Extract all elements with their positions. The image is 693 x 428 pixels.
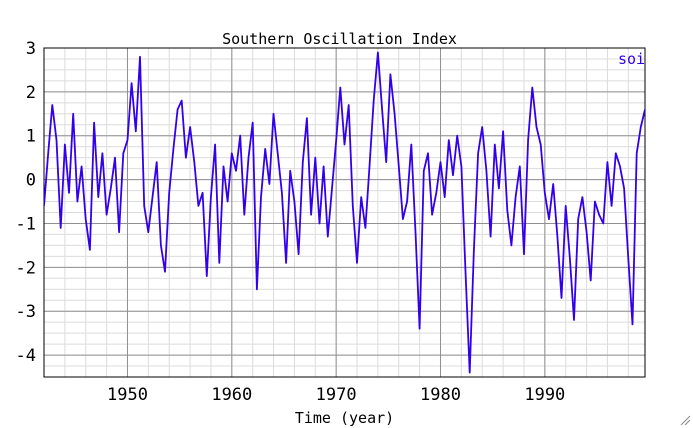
resize-grip-icon[interactable] <box>679 414 691 426</box>
y-tick-label: -4 <box>16 346 36 366</box>
y-tick-label: -2 <box>16 258 36 278</box>
x-axis-title: Time (year) <box>295 409 394 427</box>
y-tick-label: -3 <box>16 302 36 322</box>
legend-entry-soi: soi <box>618 50 645 68</box>
x-tick-label: 1980 <box>420 385 461 405</box>
x-tick-label: 1960 <box>211 385 252 405</box>
x-tick-label: 1990 <box>524 385 565 405</box>
x-tick-label: 1950 <box>107 385 148 405</box>
y-tick-label: -1 <box>16 214 36 234</box>
plot-area-frame <box>43 47 646 378</box>
x-axis-ticks: 1950 1960 1970 1980 1990 <box>107 385 565 405</box>
chart-title: Southern Oscillation Index <box>222 30 457 48</box>
y-tick-label: 0 <box>26 171 36 191</box>
y-axis-ticks: 3 2 1 0 -1 -2 -3 -4 <box>16 39 36 366</box>
x-tick-label: 1970 <box>316 385 357 405</box>
y-tick-label: 1 <box>26 127 36 147</box>
y-tick-label: 3 <box>26 39 36 59</box>
y-tick-label: 2 <box>26 83 36 103</box>
series-line-soi <box>44 51 645 374</box>
